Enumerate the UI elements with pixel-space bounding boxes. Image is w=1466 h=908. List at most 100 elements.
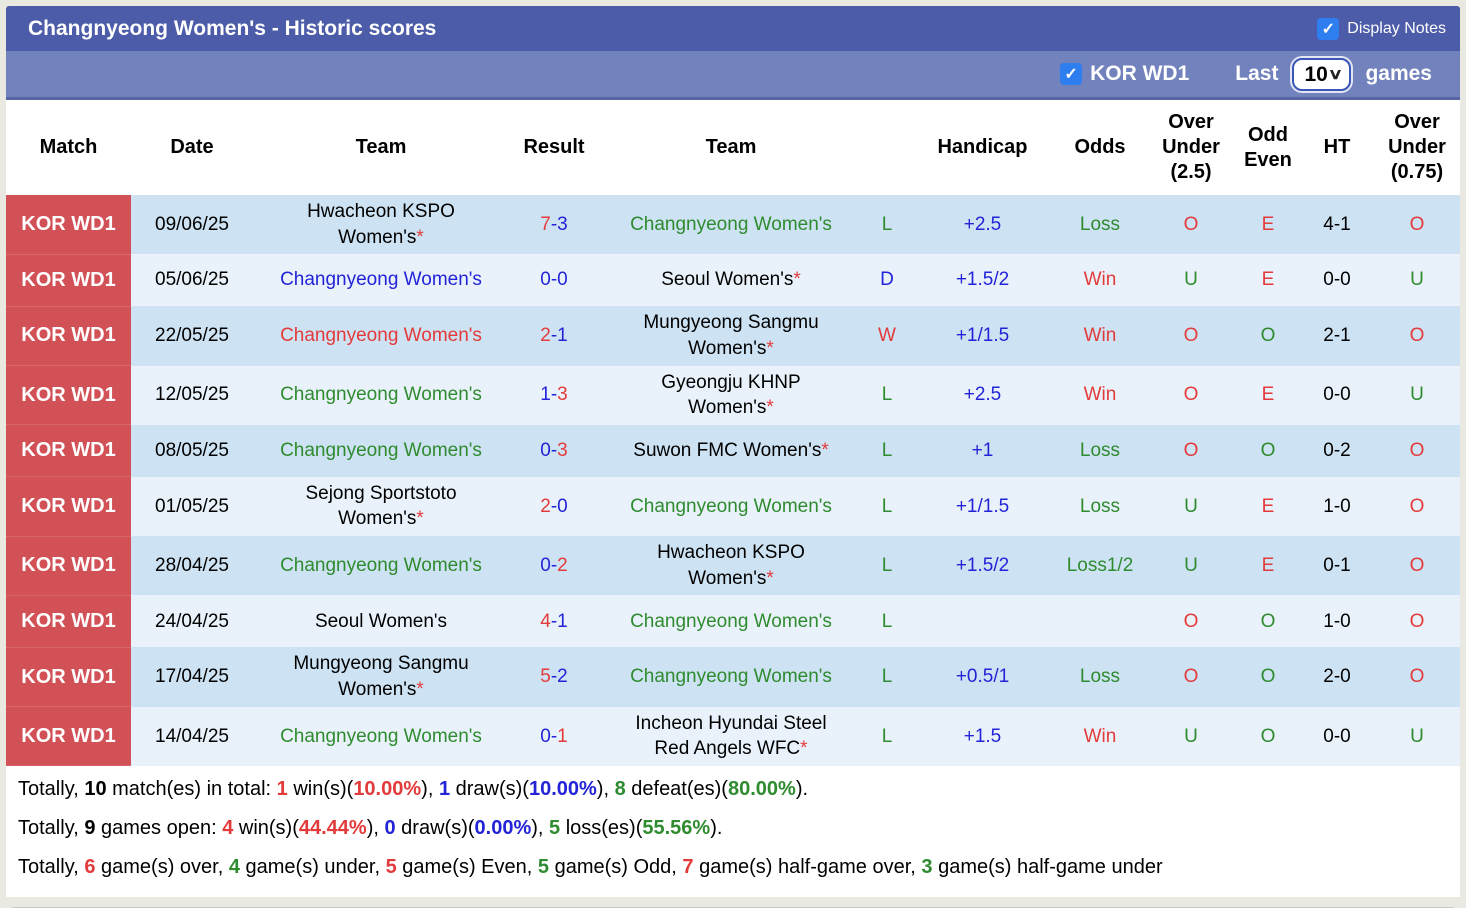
over-under-25-letter: O — [1183, 666, 1199, 688]
totals-summary: Totally, 10 match(es) in total: 1 win(s)… — [6, 766, 1460, 898]
team-right-name: Mungyeong Sangmu Women's — [643, 312, 819, 359]
handicap-value — [911, 595, 1054, 647]
score-left: 5 — [540, 666, 551, 688]
team-left: Mungyeong Sangmu Women's* — [253, 647, 509, 706]
over-under-25-letter: O — [1183, 610, 1199, 632]
over-under-25-value: U — [1146, 254, 1236, 306]
team-left-note-star: * — [416, 679, 424, 701]
over-under-25-value: U — [1146, 477, 1236, 536]
score-left: 1 — [540, 384, 551, 406]
summary-segment: game(s) half-game under — [932, 856, 1163, 879]
league-badge[interactable]: KOR WD1 — [6, 195, 131, 255]
team-left-name: Changnyeong Women's — [280, 554, 482, 576]
over-under-25-letter: O — [1183, 440, 1199, 462]
score-left: 2 — [540, 495, 551, 517]
team-right: Changnyeong Women's — [599, 647, 863, 706]
wdl-value: D — [880, 269, 894, 291]
wdl-value: L — [881, 610, 893, 632]
score-separator: - — [550, 495, 558, 517]
league-badge[interactable]: KOR WD1 — [6, 476, 131, 537]
result-score: 2-1 — [509, 306, 599, 365]
table-row: KOR WD1 08/05/25 Changnyeong Women's 0-3… — [6, 424, 1460, 478]
team-left-name: Changnyeong Women's — [280, 325, 482, 347]
display-notes-checkbox[interactable]: ✓ — [1317, 17, 1340, 40]
result-score: 0-0 — [509, 254, 599, 306]
team-left: Seoul Women's — [253, 595, 509, 647]
league-badge[interactable]: KOR WD1 — [6, 254, 131, 307]
score-left: 4 — [540, 610, 551, 632]
half-time-score: 2-0 — [1323, 666, 1351, 688]
over-under-075-letter: O — [1409, 440, 1425, 462]
odds-result: Loss1/2 — [1054, 536, 1146, 595]
score-left: 0 — [540, 554, 551, 576]
score-separator: - — [550, 384, 558, 406]
result-score: 0-3 — [509, 425, 599, 477]
half-time-score: 0-0 — [1323, 269, 1351, 291]
odds-text: Loss — [1079, 495, 1121, 517]
summary-segment: 7 — [682, 856, 694, 879]
team-right-note-star: * — [766, 567, 774, 589]
display-notes-label[interactable]: Display Notes — [1347, 19, 1446, 37]
team-left: Changnyeong Women's — [253, 366, 509, 425]
match-date: 09/06/25 — [155, 213, 229, 235]
col-over-under-075: Over Under (0.75) — [1374, 100, 1460, 195]
match-date: 01/05/25 — [155, 495, 229, 517]
half-time-score: 1-0 — [1323, 495, 1351, 517]
over-under-25-letter: O — [1183, 213, 1199, 235]
score-right: 2 — [557, 666, 568, 688]
team-right: Hwacheon KSPO Women's* — [599, 536, 863, 595]
wdl-letter: L — [863, 366, 911, 425]
over-under-25-value: O — [1146, 306, 1236, 365]
over-under-075-value: O — [1374, 647, 1460, 706]
score-left: 2 — [540, 325, 551, 347]
summary-segment: 5 — [549, 817, 561, 840]
handicap-text: +1.5 — [963, 725, 1002, 747]
league-filter-label[interactable]: KOR WD1 — [1090, 62, 1190, 85]
score-left: 0 — [540, 725, 551, 747]
match-date: 28/04/25 — [155, 554, 229, 576]
handicap-value: +1/1.5 — [911, 306, 1054, 365]
odd-even-value: E — [1236, 254, 1300, 306]
half-time-score: 0-0 — [1323, 725, 1351, 747]
league-badge[interactable]: KOR WD1 — [6, 306, 131, 367]
league-badge[interactable]: KOR WD1 — [6, 365, 131, 426]
odds-text: Win — [1083, 725, 1117, 747]
over-under-25-letter: U — [1184, 554, 1198, 576]
over-under-075-letter: U — [1410, 384, 1424, 406]
team-right-name: Incheon Hyundai Steel Red Angels WFC — [635, 712, 827, 760]
wdl-letter: L — [863, 195, 911, 254]
over-under-075-value: U — [1374, 707, 1460, 766]
team-right: Changnyeong Women's — [599, 595, 863, 647]
col-match: Match — [6, 100, 131, 195]
result-score: 7-3 — [509, 195, 599, 254]
league-badge[interactable]: KOR WD1 — [6, 706, 131, 767]
odd-even-letter: E — [1261, 213, 1275, 235]
league-badge[interactable]: KOR WD1 — [6, 647, 131, 708]
score-left: 7 — [540, 213, 551, 235]
odds-result: Win — [1054, 366, 1146, 425]
summary-segment: game(s) half-game over, — [693, 856, 922, 879]
games-count-select[interactable]: 10 — [1298, 60, 1331, 88]
odd-even-letter: O — [1260, 440, 1276, 462]
league-filter-checkbox[interactable]: ✓ — [1060, 63, 1083, 85]
table-row: KOR WD1 22/05/25 Changnyeong Women's 2-1… — [6, 306, 1460, 367]
over-under-25-value: O — [1146, 366, 1236, 425]
team-left-name: Sejong Sportstoto Women's — [305, 482, 457, 530]
league-badge[interactable]: KOR WD1 — [6, 595, 131, 648]
league-badge[interactable]: KOR WD1 — [6, 424, 131, 478]
score-right: 1 — [557, 325, 568, 347]
match-date: 24/04/25 — [155, 610, 229, 632]
odds-result: Win — [1054, 254, 1146, 306]
league-badge[interactable]: KOR WD1 — [6, 536, 131, 596]
wdl-letter: L — [863, 425, 911, 477]
score-separator: - — [550, 269, 558, 291]
summary-segment: Totally, — [18, 817, 85, 840]
match-date: 12/05/25 — [155, 384, 229, 406]
match-date: 17/04/25 — [155, 666, 229, 688]
handicap-text: +1/1.5 — [955, 495, 1010, 517]
over-under-25-letter: U — [1184, 269, 1198, 291]
team-left-name: Seoul Women's — [314, 610, 448, 632]
summary-segment: game(s) over, — [95, 856, 229, 879]
half-time-score: 4-1 — [1323, 213, 1351, 235]
over-under-075-value: O — [1374, 306, 1460, 365]
